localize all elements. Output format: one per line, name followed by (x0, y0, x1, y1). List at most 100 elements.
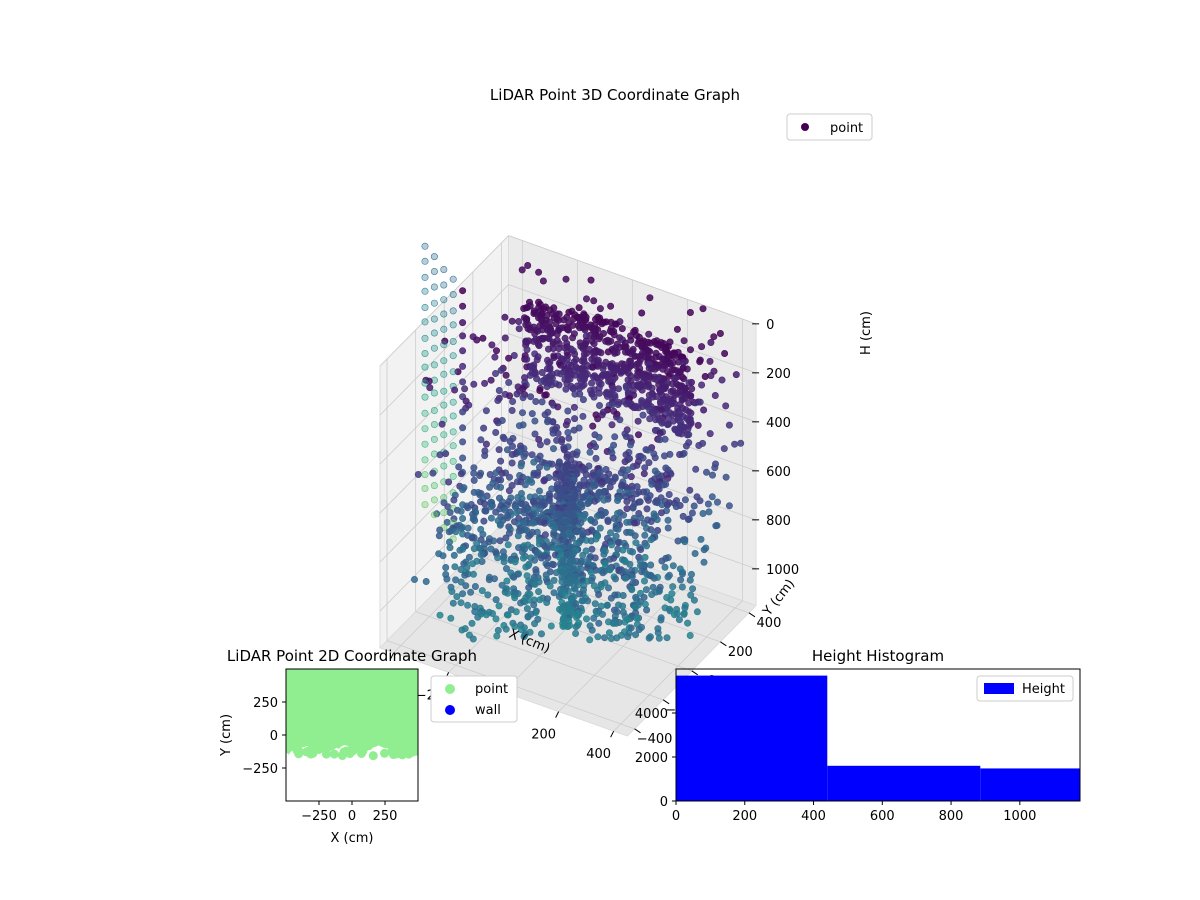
chart-2d-legend-wall-marker (445, 705, 455, 715)
data-point (520, 452, 528, 460)
data-point (579, 551, 587, 559)
data-point (686, 576, 694, 584)
data-point (421, 501, 429, 509)
data-point (538, 368, 546, 376)
data-point (663, 501, 671, 509)
data-point (596, 305, 604, 313)
data-point (638, 309, 646, 317)
chart-3d-legend-label: point (830, 121, 863, 136)
gridline (379, 235, 509, 367)
gridline (379, 333, 509, 465)
data-point (505, 487, 513, 495)
data-point (667, 596, 675, 604)
data-point (519, 554, 527, 562)
data-point (629, 548, 637, 556)
data-point (582, 295, 590, 303)
data-point (482, 440, 490, 448)
data-point (655, 485, 663, 493)
data-point (442, 563, 450, 571)
data-point (626, 441, 634, 449)
data-point (535, 342, 543, 350)
data-point (410, 575, 418, 583)
data-point (514, 532, 522, 540)
data-point (449, 412, 457, 420)
data-point (687, 591, 695, 599)
data-point (540, 477, 548, 485)
data-point (657, 616, 665, 624)
data-point (486, 470, 494, 478)
data-point (510, 573, 518, 581)
data-point (660, 452, 668, 460)
data-point (470, 469, 478, 477)
data-point (664, 573, 672, 581)
x-tick-label: 0 (348, 809, 356, 824)
data-point (459, 514, 467, 522)
data-point (348, 746, 358, 756)
data-point (725, 421, 733, 429)
data-point (481, 379, 489, 387)
data-point (676, 450, 684, 458)
data-point (691, 399, 699, 407)
data-point (502, 625, 510, 633)
data-point (688, 385, 696, 393)
chart-histogram: Height Histogram 0 200 400 600 800 1000 0 2000 4… (635, 647, 1081, 824)
data-point (621, 458, 629, 466)
data-point (520, 304, 528, 312)
data-point (644, 496, 652, 504)
data-point (368, 751, 378, 761)
data-point (722, 473, 730, 481)
data-point (638, 386, 646, 394)
data-point (430, 435, 438, 443)
data-point (631, 532, 639, 540)
data-point (576, 560, 584, 568)
data-point (647, 526, 655, 534)
data-point (681, 496, 689, 504)
data-point (618, 325, 626, 333)
data-point (598, 610, 606, 618)
data-point (572, 451, 580, 459)
data-point (592, 454, 600, 462)
data-point (469, 635, 477, 643)
data-point (449, 599, 457, 607)
data-point (614, 539, 622, 547)
data-point (700, 546, 708, 554)
chart-3d-title: LiDAR Point 3D Coordinate Graph (490, 86, 740, 104)
data-point (658, 557, 666, 565)
data-point (646, 294, 654, 302)
data-point (614, 400, 622, 408)
data-point (595, 389, 603, 397)
data-point (535, 487, 543, 495)
data-point (321, 749, 331, 759)
data-point (697, 535, 705, 543)
data-point (708, 471, 716, 479)
data-point (619, 591, 627, 599)
data-point (647, 517, 655, 525)
data-point (617, 369, 625, 377)
data-point (647, 561, 655, 569)
data-point (440, 401, 448, 409)
data-point (681, 538, 689, 546)
data-point (421, 456, 429, 464)
data-point (725, 502, 733, 510)
data-point (643, 542, 651, 550)
data-point (440, 265, 448, 273)
data-point (421, 303, 429, 311)
data-point (510, 351, 518, 359)
data-point (564, 623, 572, 631)
chart-3d-ylabel: Y (cm) (760, 577, 798, 620)
data-point (501, 334, 509, 342)
data-point (440, 431, 448, 439)
data-point (493, 632, 501, 640)
data-point (596, 524, 604, 532)
data-point (683, 365, 691, 373)
data-point (430, 361, 438, 369)
chart-2d-ticks: −250 0 250 250 0 −250 (242, 696, 397, 824)
data-point (555, 381, 563, 389)
data-point (449, 307, 457, 315)
data-point (504, 589, 512, 597)
data-point (606, 483, 614, 491)
data-point (440, 509, 448, 517)
data-point (557, 370, 565, 378)
data-point (537, 630, 545, 638)
x-tick-label: 200 (531, 728, 556, 743)
